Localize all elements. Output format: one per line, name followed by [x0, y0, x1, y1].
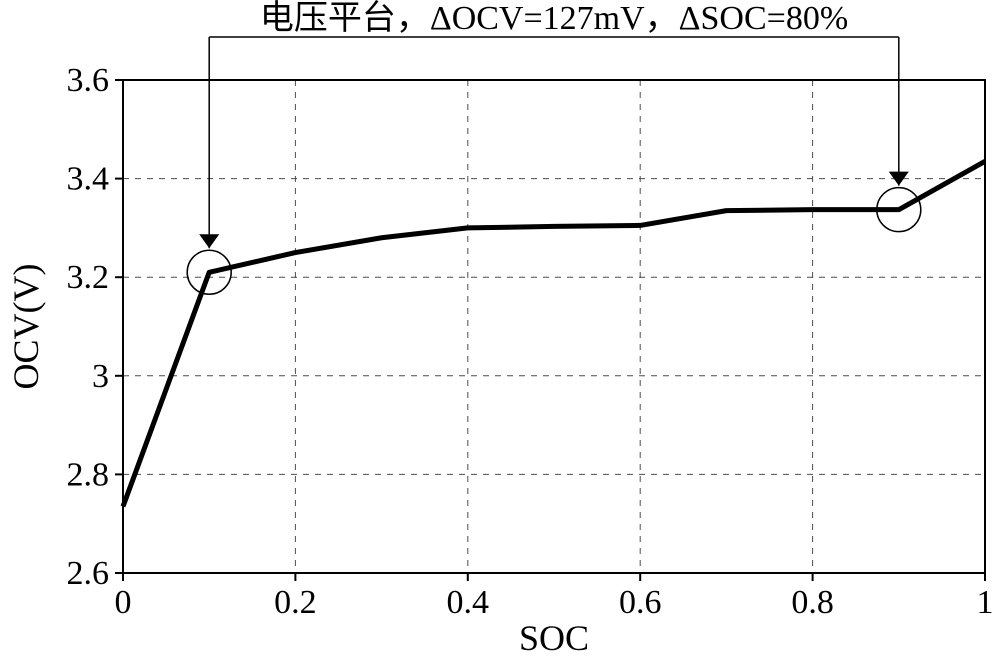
x-tick-label: 0.6 — [619, 584, 662, 621]
y-tick-label: 2.8 — [67, 456, 110, 493]
x-tick-label: 0 — [115, 584, 132, 621]
chart-bg — [0, 0, 1000, 668]
y-axis-label: OCV(V) — [6, 264, 46, 390]
x-tick-label: 1 — [977, 584, 994, 621]
x-tick-label: 0.2 — [274, 584, 317, 621]
x-tick-label: 0.4 — [447, 584, 490, 621]
line-chart: 0 0.2 0.4 0.6 0.8 1 2.6 2.8 3 3.2 3.4 3.6 SOC OCV(V) 电… — [0, 0, 1000, 668]
x-tick-label: 0.8 — [791, 584, 834, 621]
chart-container: 0 0.2 0.4 0.6 0.8 1 2.6 2.8 3 3.2 3.4 3.6 SOC OCV(V) 电… — [0, 0, 1000, 668]
y-tick-label: 3.2 — [67, 259, 110, 296]
annotation-text: 电压平台，ΔOCV=127mV，ΔSOC=80% — [260, 0, 848, 37]
y-tick-label: 3.4 — [67, 161, 110, 198]
y-tick-label: 3 — [92, 358, 109, 395]
y-tick-label: 2.6 — [67, 555, 110, 592]
y-tick-label: 3.6 — [67, 62, 110, 99]
x-axis-label: SOC — [519, 618, 589, 658]
